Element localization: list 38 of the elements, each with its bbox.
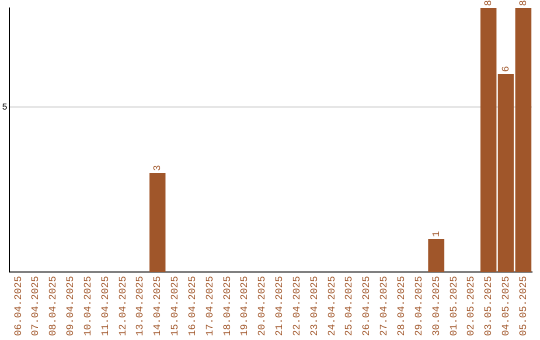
x-tick-label: 10.04.2025 xyxy=(83,276,94,336)
x-tick-label: 07.04.2025 xyxy=(31,276,42,336)
x-tick-label: 24.04.2025 xyxy=(327,276,338,336)
x-tick-label: 13.04.2025 xyxy=(136,276,147,336)
data-label: 6 xyxy=(502,66,513,72)
x-tick-label: 26.04.2025 xyxy=(362,276,374,336)
x-tick-label: 20.04.2025 xyxy=(258,276,269,336)
x-tick-label: 17.04.2025 xyxy=(205,276,216,336)
bar xyxy=(149,172,166,272)
x-tick-label: 05.05.2025 xyxy=(518,276,530,336)
x-tick-label: 08.04.2025 xyxy=(48,276,60,336)
x-tick-label: 01.05.2025 xyxy=(449,276,460,336)
x-tick-label: 11.04.2025 xyxy=(100,276,112,336)
x-tick-label: 16.04.2025 xyxy=(188,276,199,336)
x-tick-label: 25.04.2025 xyxy=(344,276,356,336)
y-tick-label: 5 xyxy=(2,102,8,112)
x-tick-label: 12.04.2025 xyxy=(118,276,130,336)
x-tick-label: 27.04.2025 xyxy=(380,276,391,336)
x-tick-label: 18.04.2025 xyxy=(222,276,234,336)
x-tick-label: 14.04.2025 xyxy=(153,276,164,336)
x-tick-label: 15.04.2025 xyxy=(170,276,182,336)
x-tick-label: 06.04.2025 xyxy=(14,276,25,336)
x-tick-label: 28.04.2025 xyxy=(396,276,408,336)
x-tick-label: 22.04.2025 xyxy=(292,276,304,336)
x-tick-label: 23.04.2025 xyxy=(310,276,321,336)
x-tick-label: 29.04.2025 xyxy=(414,276,426,336)
data-label: 3 xyxy=(153,164,164,171)
x-tick-label: 03.05.2025 xyxy=(484,276,496,336)
x-tick-label: 30.04.2025 xyxy=(432,276,443,336)
bar xyxy=(428,238,444,272)
data-label: 1 xyxy=(432,230,443,237)
x-tick-label: 02.05.2025 xyxy=(466,276,478,336)
x-tick-label: 09.04.2025 xyxy=(66,276,78,336)
x-tick-label: 21.04.2025 xyxy=(275,276,286,336)
data-label: 8 xyxy=(518,0,530,6)
x-tick-label: 19.04.2025 xyxy=(240,276,252,336)
data-label: 8 xyxy=(484,0,496,6)
x-tick-label: 04.05.2025 xyxy=(502,276,513,336)
